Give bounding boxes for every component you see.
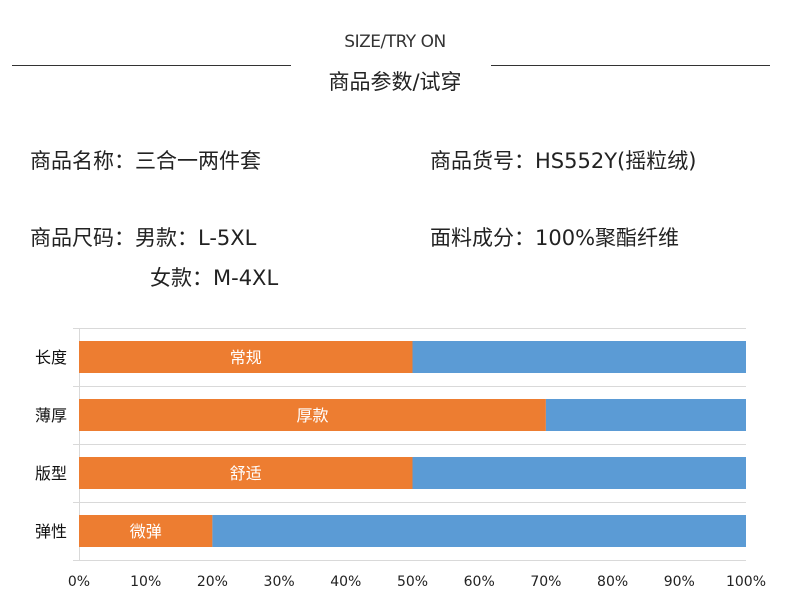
bar-rating [79, 457, 413, 489]
product-fabric-value: 100%聚酯纤维 [535, 226, 680, 250]
x-tick-label: 20% [197, 574, 228, 590]
product-sku-label: 商品货号： [430, 149, 535, 173]
bar-label: 常规 [230, 348, 262, 367]
category-label: 版型 [35, 464, 67, 483]
header-rule-left [12, 65, 291, 66]
bar-label: 舒适 [230, 464, 262, 483]
x-tick-label: 40% [330, 574, 361, 590]
bar-label: 微弹 [130, 522, 162, 541]
product-size: 商品尺码：男款：L-5XL [30, 222, 256, 252]
section-title-en: SIZE/TRY ON [344, 32, 446, 52]
category-label: 长度 [35, 348, 67, 367]
category-label: 弹性 [35, 522, 67, 541]
x-tick-label: 80% [597, 574, 628, 590]
bar-rating [79, 341, 413, 373]
bar-label: 厚款 [296, 406, 328, 425]
x-tick-label: 50% [397, 574, 428, 590]
product-sku: 商品货号：HS552Y(摇粒绒) [430, 145, 696, 175]
product-name-value: 三合一两件套 [135, 149, 261, 173]
x-tick-label: 60% [464, 574, 495, 590]
product-size-women: 女款：M-4XL [150, 266, 279, 290]
bar-rating [79, 399, 546, 431]
product-name-label: 商品名称： [30, 149, 135, 173]
header-rule-right [491, 65, 770, 66]
section-title-cn: 商品参数/试穿 [328, 70, 462, 94]
x-tick-label: 10% [130, 574, 161, 590]
product-fabric: 面料成分：100%聚酯纤维 [430, 222, 679, 252]
bar-remainder [212, 515, 746, 547]
x-tick-label: 100% [726, 574, 766, 590]
bar-remainder [412, 457, 746, 489]
bar-rating [79, 515, 213, 547]
category-label: 薄厚 [35, 406, 67, 425]
x-tick-label: 0% [68, 574, 90, 590]
bar-remainder [545, 399, 746, 431]
product-fabric-label: 面料成分： [430, 226, 535, 250]
bar-remainder [412, 341, 746, 373]
product-size-label: 商品尺码： [30, 226, 135, 250]
product-sku-value: HS552Y(摇粒绒) [535, 149, 697, 173]
x-tick-label: 30% [264, 574, 295, 590]
product-name: 商品名称：三合一两件套 [30, 145, 261, 175]
product-size-men: 男款：L-5XL [135, 226, 257, 250]
x-tick-label: 70% [530, 574, 561, 590]
x-tick-label: 90% [664, 574, 695, 590]
